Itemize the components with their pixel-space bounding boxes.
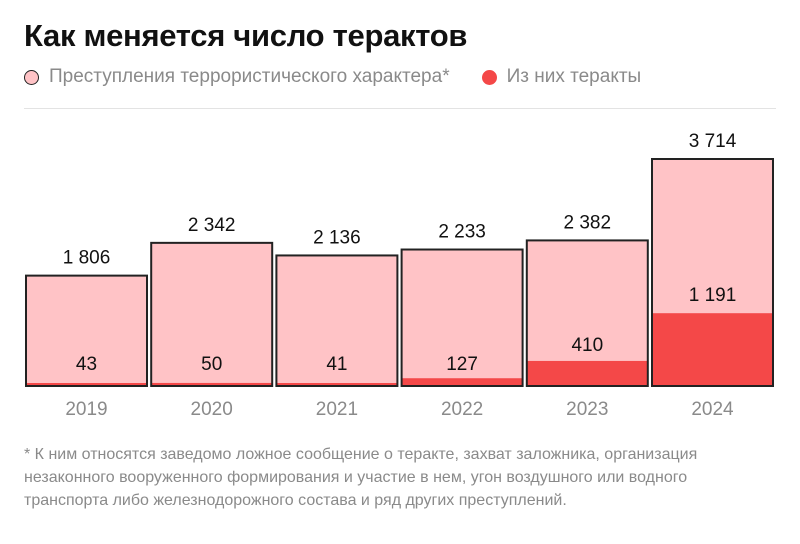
bar-outline-2022 (400, 248, 524, 387)
divider (24, 108, 776, 109)
chart-title: Как меняется число терактов (24, 18, 468, 53)
legend-swatch-attacks (481, 69, 497, 85)
bar-outline-2024 (651, 158, 774, 387)
bar-total-2021 (276, 255, 398, 386)
total-label-2023: 2 382 (564, 212, 612, 233)
total-label-2024: 3 714 (689, 131, 737, 152)
x-tick-label-2023: 2023 (566, 399, 608, 420)
total-label-2022: 2 233 (438, 222, 486, 243)
legend: Преступления террористического характера… (24, 66, 673, 88)
attack-label-2020: 50 (201, 354, 222, 375)
bar-attacks-2020 (151, 382, 273, 386)
legend-swatch-total (24, 69, 39, 85)
bar-attacks-2023 (526, 360, 648, 386)
footnote: * К ним относятся заведомо ложное сообще… (24, 446, 698, 509)
attack-label-2019: 43 (76, 354, 97, 375)
x-tick-label-2024: 2024 (691, 399, 734, 420)
legend-item-total: Преступления террористического характера… (24, 66, 450, 88)
x-tick-label-2020: 2020 (191, 399, 233, 420)
legend-label-total: Преступления террористического характера… (49, 66, 450, 87)
bar-outline-2019 (25, 274, 148, 387)
legend-item-attacks: Из них теракты (481, 66, 642, 88)
x-tick-label-2019: 2019 (65, 399, 107, 420)
x-tick-label-2022: 2022 (441, 399, 483, 420)
bar-attacks-2022 (401, 378, 523, 386)
bar-outline-2020 (150, 241, 274, 387)
bar-total-2022 (401, 249, 523, 386)
total-label-2019: 1 806 (63, 248, 111, 269)
bar-attacks-2021 (276, 383, 398, 386)
total-label-2021: 2 136 (313, 227, 361, 248)
bar-total-2020 (151, 242, 273, 386)
total-label-2020: 2 342 (188, 215, 236, 236)
bar-total-2019 (26, 275, 147, 386)
attack-label-2022: 127 (446, 354, 478, 375)
bar-attacks-2024 (652, 313, 773, 386)
legend-label-attacks: Из них теракты (506, 66, 642, 87)
bar-attacks-2019 (26, 383, 147, 386)
attack-label-2023: 410 (571, 335, 603, 356)
x-tick-label-2021: 2021 (316, 399, 358, 420)
attack-label-2021: 41 (326, 354, 347, 375)
attack-label-2024: 1 191 (689, 285, 737, 306)
bar-outline-2023 (525, 239, 649, 387)
bar-outline-2021 (275, 254, 399, 387)
bar-chart: 1 806 43 2019 2 342 50 2020 2 136 41 2021 2 233 12… (25, 131, 774, 420)
